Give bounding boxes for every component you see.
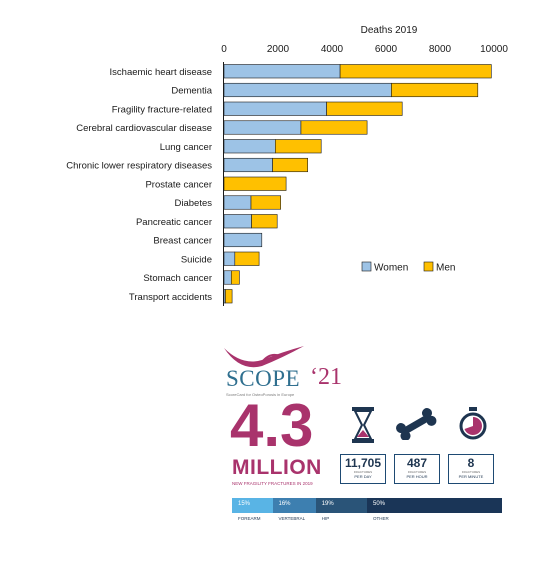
x-tick-label: 2000 [267, 44, 290, 55]
bar-men [272, 157, 309, 173]
bar-women [223, 120, 302, 135]
stat-per-hour-unit: FRACTURES [407, 470, 427, 474]
segment-forearm [232, 498, 273, 513]
category-label: Suicide [181, 254, 212, 265]
scope-logo-subtitle: ScoreCard for OsteoPorosis in Europe [226, 392, 295, 397]
bar-men [274, 139, 322, 154]
bar-men [391, 82, 479, 98]
bar-women [223, 195, 252, 210]
stat-per-hour-label: PER HOUR [406, 474, 428, 479]
stat-per-day: 11,705 FRACTURES PER DAY [340, 454, 386, 484]
segment-pct-hip: 19% [321, 501, 334, 507]
bar-men [225, 289, 233, 304]
category-label: Dementia [171, 86, 212, 97]
bar-men [223, 176, 287, 191]
category-label: Transport accidents [129, 292, 212, 303]
big-number: 4.3 [230, 392, 314, 459]
bar-men [234, 251, 260, 266]
segment-hip [315, 498, 367, 513]
bar-women [223, 64, 341, 79]
category-label: Prostate cancer [145, 179, 212, 190]
x-tick-label: 6000 [375, 44, 398, 55]
segment-label-vertebral: VERTEBRAL [278, 516, 306, 521]
segment-pct-other: 50% [373, 501, 386, 507]
segment-label-other: OTHER [373, 516, 389, 521]
category-label: Ischaemic heart disease [110, 67, 212, 78]
category-label: Breast cancer [153, 236, 212, 247]
x-tick-label: 8000 [429, 44, 452, 55]
bar-women [223, 251, 236, 266]
category-label: Diabetes [175, 198, 213, 209]
category-label: Fragility fracture-related [112, 104, 212, 115]
category-label: Stomach cancer [143, 273, 212, 284]
segment-other [367, 498, 502, 513]
stat-per-hour-value: 487 [406, 456, 428, 470]
legend-label-men: Men [436, 263, 455, 274]
bar-men [251, 214, 278, 229]
scope-infographic: SCOPE ‘21 ScoreCard for OsteoPorosis in … [222, 338, 512, 538]
bar-men [326, 101, 403, 116]
bone-icon [396, 408, 437, 440]
scope-logo-word: SCOPE [226, 366, 301, 391]
fracture-site-bar: 15% 16% 19% 50% [232, 498, 502, 513]
chart-title: Deaths 2019 [361, 25, 418, 36]
category-label: Lung cancer [160, 142, 212, 153]
bar-women [223, 270, 232, 285]
deaths-bar-chart: Deaths 2019 0 2000 4000 6000 8000 10000 Ischa… [66, 25, 508, 306]
legend-swatch-women [361, 261, 372, 272]
scope-logo-year: ‘21 [310, 364, 342, 390]
segment-vertebral [272, 498, 316, 513]
legend-swatch-men [423, 261, 434, 272]
category-label: Cerebral cardiovascular disease [76, 123, 212, 134]
segment-label-forearm: FOREARM [238, 516, 261, 521]
x-tick-label: 4000 [321, 44, 344, 55]
category-label: Pancreatic cancer [136, 217, 212, 228]
segment-pct-vertebral: 16% [278, 501, 291, 507]
stat-per-day-unit: FRACTURES [353, 470, 373, 474]
stat-per-minute-label: PER MINUTE [458, 474, 484, 479]
bar-women [223, 157, 273, 173]
stat-per-day-value: 11,705 [344, 456, 382, 470]
bar-women [223, 101, 327, 116]
stat-per-hour: 487 FRACTURES PER HOUR [394, 454, 440, 484]
bar-men [250, 195, 282, 210]
stopwatch-icon [459, 407, 487, 440]
x-tick-label: 0 [221, 44, 227, 55]
bar-women [223, 139, 276, 154]
bar-women [223, 232, 263, 248]
stat-per-minute: 8 FRACTURES PER MINUTE [448, 454, 494, 484]
hourglass-icon [352, 407, 374, 443]
stat-per-minute-unit: FRACTURES [461, 470, 481, 474]
segment-pct-forearm: 15% [238, 501, 251, 507]
bar-men [230, 270, 240, 285]
stat-per-day-label: PER DAY [354, 474, 372, 479]
bar-men [339, 64, 492, 79]
segment-label-hip: HIP [321, 516, 330, 521]
bar-men [300, 120, 368, 135]
x-tick-label: 10000 [480, 44, 508, 55]
legend-label-women: Women [374, 263, 408, 274]
category-label: Chronic lower respiratory diseases [66, 161, 212, 172]
scope-logo-swoosh-icon [224, 346, 304, 368]
big-unit: MILLION [232, 456, 322, 479]
big-caption: NEW FRAGILITY FRACTURES IN 2019 [232, 481, 313, 486]
bar-women [223, 214, 252, 229]
bar-women [223, 82, 392, 98]
stat-per-minute-value: 8 [467, 456, 475, 470]
